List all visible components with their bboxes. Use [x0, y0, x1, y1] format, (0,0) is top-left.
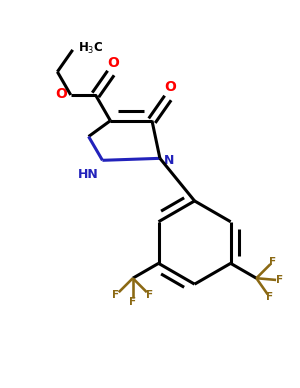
Text: F: F [269, 257, 276, 267]
Text: F: F [146, 290, 153, 300]
Text: O: O [55, 87, 67, 101]
Text: F: F [112, 290, 120, 300]
Text: N: N [164, 154, 174, 167]
Text: H$_3$C: H$_3$C [78, 42, 103, 56]
Text: F: F [129, 297, 137, 307]
Text: F: F [266, 292, 273, 302]
Text: F: F [276, 275, 283, 285]
Text: HN: HN [78, 168, 98, 181]
Text: O: O [164, 80, 176, 94]
Text: O: O [107, 56, 119, 70]
